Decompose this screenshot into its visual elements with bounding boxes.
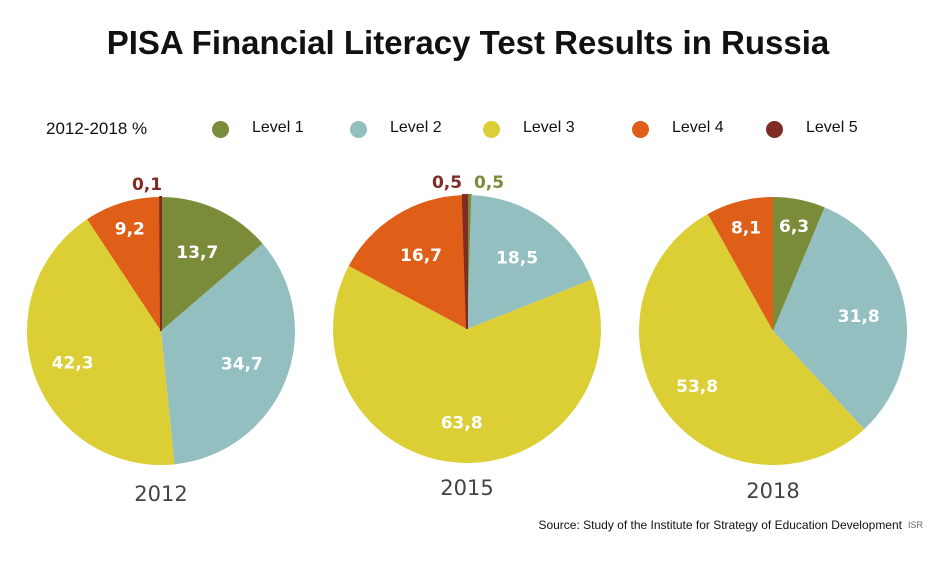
isr-logo-icon: ISR <box>908 520 924 530</box>
legend-swatch-level-5 <box>766 121 783 138</box>
data-label-2012-level-3: 42,3 <box>52 353 94 373</box>
legend-label-level-5: Level 5 <box>806 119 858 136</box>
legend-subtitle: 2012-2018 % <box>46 119 148 138</box>
year-label-2012: 2012 <box>134 482 187 506</box>
data-label-2015-level-1: 0,5 <box>474 173 504 193</box>
slice-2015-level-3 <box>333 265 601 464</box>
slice-2012-level-1 <box>161 197 263 331</box>
legend-label-level-3: Level 3 <box>523 119 575 136</box>
legend-swatch-level-4 <box>632 121 649 138</box>
data-label-2018-level-1: 6,3 <box>779 217 809 237</box>
slice-2015-level-5 <box>461 193 468 330</box>
slice-2012-level-3 <box>27 219 175 465</box>
pie-2012: 13,7 34,7 42,3 9,2 0,1 2012 <box>27 175 295 506</box>
slice-2018-level-2 <box>773 207 908 430</box>
legend-swatch-level-2 <box>350 121 367 138</box>
data-label-2015-level-3: 63,8 <box>441 414 483 434</box>
slice-2018-level-1 <box>773 197 825 331</box>
pie-2018: 6,3 31,8 53,8 8,1 2018 <box>639 197 908 503</box>
data-label-2012-level-1: 13,7 <box>176 243 218 263</box>
slice-2015-level-4 <box>348 195 467 329</box>
slice-2012-level-5 <box>159 195 162 332</box>
year-label-2018: 2018 <box>746 479 799 503</box>
data-label-2018-level-2: 31,8 <box>838 307 880 327</box>
chart-title: PISA Financial Literacy Test Results in … <box>106 24 830 61</box>
legend-label-level-2: Level 2 <box>390 119 442 136</box>
source-note: Source: Study of the Institute for Strat… <box>538 518 902 532</box>
slice-2012-level-4 <box>87 197 161 331</box>
legend-swatch-level-3 <box>483 121 500 138</box>
pie-2015: 18,5 63,8 16,7 0,5 0,5 2015 <box>333 173 601 500</box>
data-label-2012-level-5: 0,1 <box>132 175 162 195</box>
legend-swatch-level-1 <box>212 121 229 138</box>
slice-2015-level-2 <box>467 195 592 329</box>
data-label-2012-level-2: 34,7 <box>221 354 263 374</box>
data-label-2012-level-4: 9,2 <box>115 219 145 239</box>
data-label-2015-level-5: 0,5 <box>432 173 462 193</box>
slice-2018-level-4 <box>707 197 773 331</box>
data-label-2015-level-4: 16,7 <box>400 246 442 266</box>
year-label-2015: 2015 <box>440 476 493 500</box>
slice-2018-level-3 <box>639 213 865 465</box>
legend: 2012-2018 % Level 1 Level 2 Level 3 Leve… <box>0 116 936 142</box>
legend-label-level-4: Level 4 <box>672 119 724 136</box>
data-label-2018-level-4: 8,1 <box>731 218 761 238</box>
data-label-2015-level-2: 18,5 <box>496 249 538 269</box>
data-label-2018-level-3: 53,8 <box>676 377 718 397</box>
slice-2012-level-2 <box>161 243 295 465</box>
legend-label-level-1: Level 1 <box>252 119 304 136</box>
